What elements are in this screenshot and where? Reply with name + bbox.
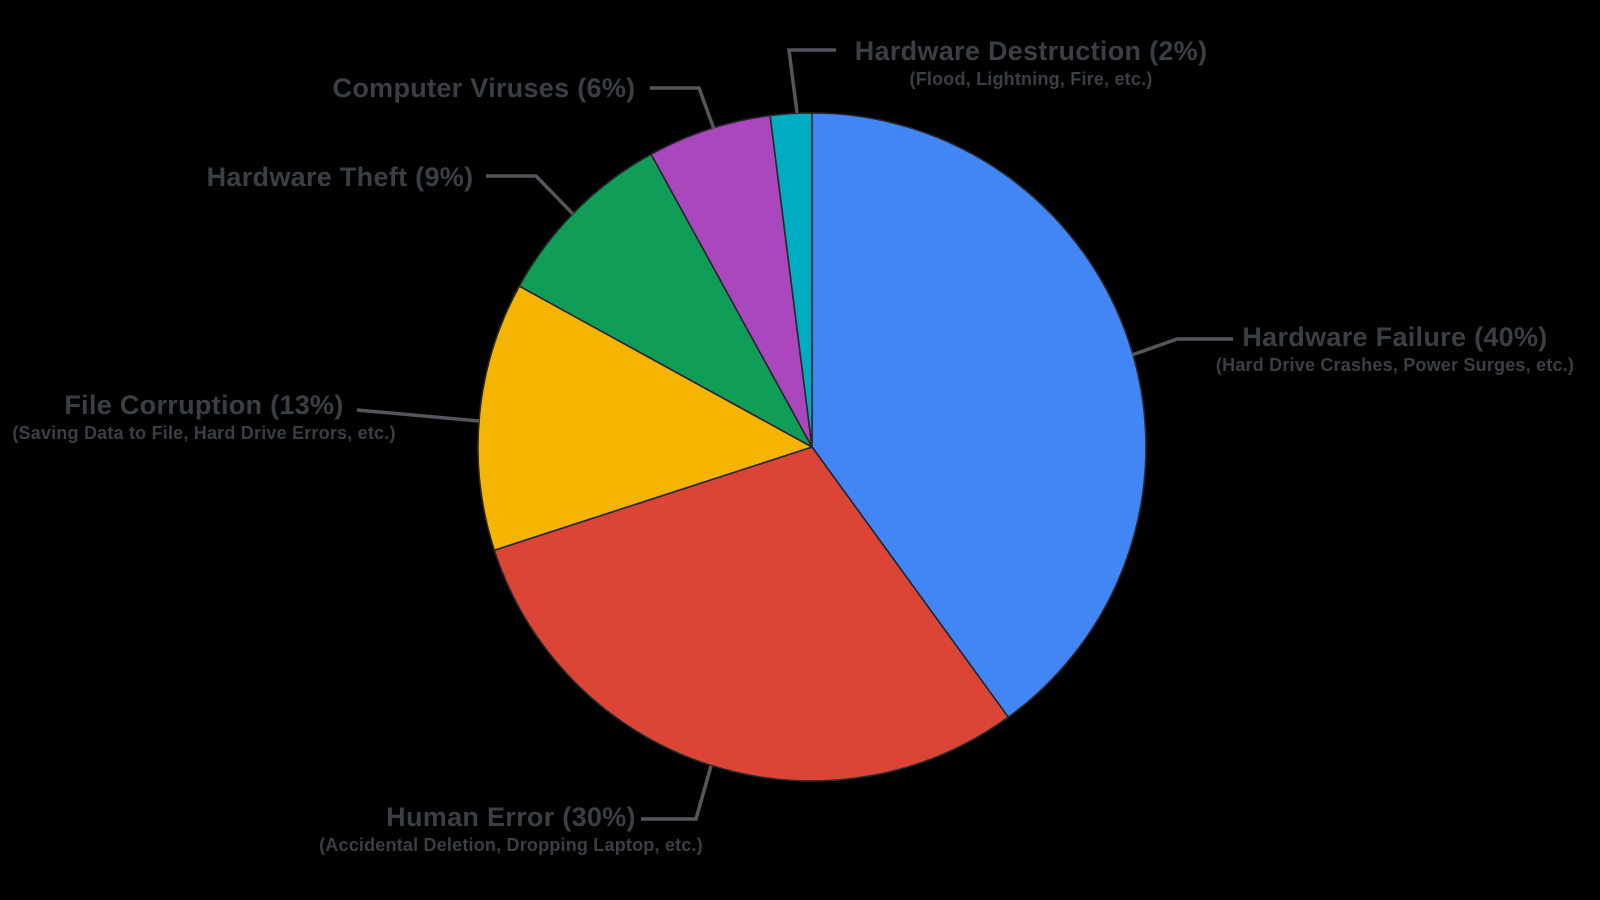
leader-line-hardware-failure [1131, 337, 1233, 357]
slice-label-title: File Corruption (13%) [64, 390, 344, 420]
pie-slice-hardware-failure [811, 112, 1147, 718]
slice-label-file-corruption: File Corruption (13%) (Saving Data to Fi… [12, 390, 395, 446]
slice-label-subtitle: (Saving Data to File, Hard Drive Errors,… [12, 423, 396, 443]
slice-label-hardware-theft: Hardware Theft (9%) [207, 162, 474, 192]
slice-label-subtitle: (Flood, Lightning, Fire, etc.) [909, 69, 1153, 89]
slice-label-title: Computer Viruses (6%) [332, 73, 636, 103]
pie-slice-hardware-destruction [769, 112, 813, 448]
leader-line-human-error [641, 765, 713, 821]
pie-slice-hardware-theft [518, 153, 813, 448]
pie-slice-computer-viruses [650, 114, 813, 448]
leader-line-computer-viruses [650, 86, 716, 130]
slice-label-human-error: Human Error (30%) (Accidental Deletion, … [319, 802, 703, 858]
leader-line-hardware-theft [486, 174, 575, 216]
slice-label-subtitle: (Hard Drive Crashes, Power Surges, etc.) [1215, 355, 1575, 375]
leader-line-hardware-destruction [787, 48, 836, 114]
slice-label-title: Human Error (30%) [386, 802, 636, 832]
pie-slices [477, 112, 1147, 782]
slice-label-computer-viruses: Computer Viruses (6%) [333, 73, 636, 103]
pie-slice-human-error [493, 446, 1010, 782]
slice-label-title: Hardware Failure (40%) [1242, 322, 1548, 352]
leader-line-file-corruption [356, 408, 480, 423]
slice-label-title: Hardware Destruction (2%) [854, 36, 1208, 66]
slice-label-hardware-failure: Hardware Failure (40%) (Hard Drive Crash… [1216, 322, 1574, 378]
pie-slice-file-corruption [477, 285, 813, 551]
slice-label-hardware-destruction: Hardware Destruction (2%) (Flood, Lightn… [855, 36, 1208, 92]
slice-label-subtitle: (Accidental Deletion, Dropping Laptop, e… [319, 835, 703, 855]
slice-label-title: Hardware Theft (9%) [206, 162, 474, 192]
